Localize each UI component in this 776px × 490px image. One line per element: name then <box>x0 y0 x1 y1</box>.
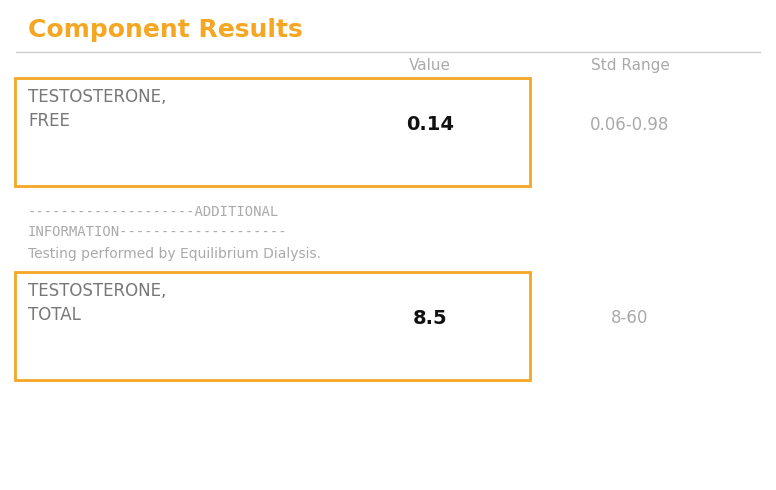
Text: --------------------ADDITIONAL: --------------------ADDITIONAL <box>28 205 279 219</box>
Text: TOTAL: TOTAL <box>28 306 81 324</box>
Text: Component Results: Component Results <box>28 18 303 42</box>
Text: 8-60: 8-60 <box>611 309 649 327</box>
Text: FREE: FREE <box>28 112 70 130</box>
Text: 0.14: 0.14 <box>406 116 454 134</box>
Text: INFORMATION--------------------: INFORMATION-------------------- <box>28 225 288 239</box>
Text: Testing performed by Equilibrium Dialysis.: Testing performed by Equilibrium Dialysi… <box>28 247 321 261</box>
Text: TESTOSTERONE,: TESTOSTERONE, <box>28 88 166 106</box>
Text: TESTOSTERONE,: TESTOSTERONE, <box>28 282 166 300</box>
Text: 8.5: 8.5 <box>413 309 447 327</box>
Text: Std Range: Std Range <box>591 58 670 73</box>
Text: 0.06-0.98: 0.06-0.98 <box>591 116 670 134</box>
Text: Value: Value <box>409 58 451 73</box>
